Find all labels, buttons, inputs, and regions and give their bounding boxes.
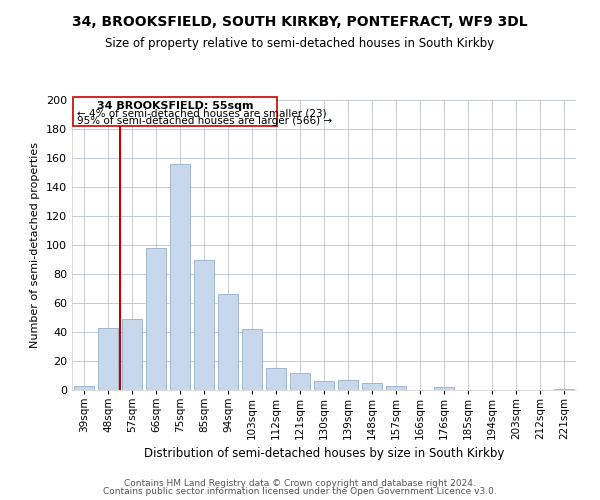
Bar <box>74 386 94 390</box>
Bar <box>98 328 118 390</box>
Bar <box>434 387 454 390</box>
Bar <box>338 380 358 390</box>
Bar <box>122 319 142 390</box>
Text: Size of property relative to semi-detached houses in South Kirkby: Size of property relative to semi-detach… <box>106 38 494 51</box>
Bar <box>146 248 166 390</box>
Bar <box>242 329 262 390</box>
Text: Contains HM Land Registry data © Crown copyright and database right 2024.: Contains HM Land Registry data © Crown c… <box>124 478 476 488</box>
Text: 34 BROOKSFIELD: 55sqm: 34 BROOKSFIELD: 55sqm <box>97 102 253 112</box>
Text: 95% of semi-detached houses are larger (566) →: 95% of semi-detached houses are larger (… <box>77 116 332 126</box>
Text: Contains public sector information licensed under the Open Government Licence v3: Contains public sector information licen… <box>103 487 497 496</box>
Bar <box>386 386 406 390</box>
Bar <box>314 382 334 390</box>
Bar <box>194 260 214 390</box>
Bar <box>218 294 238 390</box>
Bar <box>554 388 574 390</box>
Bar <box>290 372 310 390</box>
Y-axis label: Number of semi-detached properties: Number of semi-detached properties <box>31 142 40 348</box>
Text: ← 4% of semi-detached houses are smaller (23): ← 4% of semi-detached houses are smaller… <box>77 108 326 118</box>
X-axis label: Distribution of semi-detached houses by size in South Kirkby: Distribution of semi-detached houses by … <box>144 448 504 460</box>
Bar <box>362 383 382 390</box>
Bar <box>170 164 190 390</box>
Bar <box>266 368 286 390</box>
Text: 34, BROOKSFIELD, SOUTH KIRKBY, PONTEFRACT, WF9 3DL: 34, BROOKSFIELD, SOUTH KIRKBY, PONTEFRAC… <box>72 15 528 29</box>
FancyBboxPatch shape <box>73 97 277 126</box>
